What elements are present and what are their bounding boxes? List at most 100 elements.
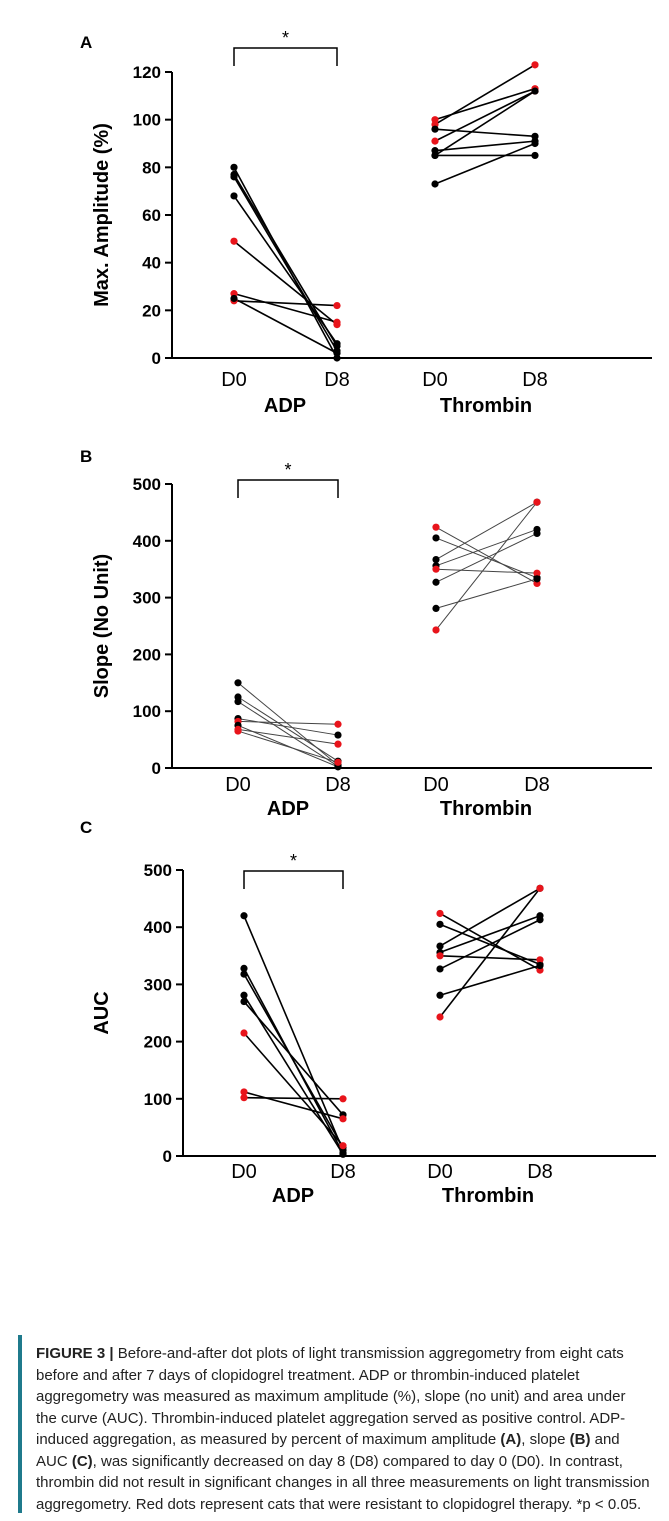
data-point — [431, 125, 439, 133]
series-line — [439, 964, 541, 997]
data-point — [432, 534, 440, 542]
data-point — [531, 151, 539, 160]
data-point — [334, 731, 342, 739]
data-point — [436, 909, 444, 918]
data-point — [339, 1142, 347, 1150]
y-tick-label: 80 — [142, 158, 161, 177]
data-point — [432, 626, 440, 634]
series-line — [439, 919, 541, 970]
data-point — [531, 61, 539, 69]
series-line — [233, 240, 338, 326]
x-tick-label: D0 — [427, 1161, 453, 1183]
x-tick-label: D8 — [324, 369, 350, 391]
data-point — [436, 965, 444, 973]
y-tick-label: 200 — [133, 645, 161, 664]
data-point — [240, 964, 248, 972]
series-line — [237, 728, 339, 745]
data-point — [240, 912, 248, 920]
chart-area: A 0 20 40 60 80 100 120 Max. Amplitude (%) D0 D8 AD… — [80, 28, 656, 1207]
data-point — [436, 1013, 444, 1021]
data-point — [230, 163, 238, 171]
data-point — [533, 575, 541, 583]
data-point — [432, 565, 440, 573]
data-point — [432, 523, 440, 531]
group-label: ADP — [272, 1185, 314, 1207]
series-line — [237, 696, 339, 762]
panel-letter: A — [80, 33, 92, 52]
panel-b: B 0 100 200 300 400 500 Slope (No Unit) D0 D8 ADP D… — [80, 447, 652, 820]
series-line — [237, 682, 339, 766]
data-point — [432, 578, 440, 586]
series-line — [434, 142, 536, 185]
panel-letter: B — [80, 447, 92, 466]
series-line — [439, 912, 541, 971]
data-point — [436, 952, 444, 960]
data-point — [431, 151, 439, 160]
data-point — [531, 139, 539, 148]
series-line — [434, 90, 536, 157]
x-tick-label: D8 — [527, 1161, 553, 1183]
group-label: Thrombin — [440, 798, 532, 820]
series-line — [233, 300, 338, 307]
significance-star: * — [282, 28, 289, 48]
panel-letter: C — [80, 818, 92, 837]
data-point — [339, 1095, 347, 1103]
x-tick-label: D0 — [225, 774, 251, 796]
y-tick-label: 400 — [133, 532, 161, 551]
data-point — [533, 529, 541, 538]
series-line — [233, 195, 338, 345]
y-tick-label: 200 — [144, 1033, 172, 1052]
data-point — [230, 173, 238, 181]
series-line — [435, 501, 538, 631]
series-line — [237, 730, 339, 763]
series-line — [243, 1091, 344, 1120]
data-point — [436, 920, 444, 928]
y-tick-label: 300 — [144, 975, 172, 994]
data-point — [240, 1029, 248, 1037]
x-tick-label: D0 — [221, 369, 247, 391]
caption-ref-b: (B) — [569, 1431, 591, 1448]
y-tick-label: 0 — [163, 1147, 172, 1166]
x-tick-label: D8 — [330, 1161, 356, 1183]
series-line — [439, 915, 541, 954]
y-tick-label: 100 — [133, 702, 161, 721]
series-line — [243, 973, 344, 1148]
data-point — [334, 758, 342, 766]
caption-text-4: , was significantly decreased on day 8 (… — [36, 1452, 650, 1513]
data-point — [333, 301, 341, 310]
x-tick-label: D0 — [422, 369, 448, 391]
series-line — [237, 701, 339, 767]
data-point — [339, 1150, 347, 1158]
y-axis-label: Slope (No Unit) — [91, 554, 113, 698]
caption-text-2: , slope — [521, 1431, 570, 1448]
data-point — [536, 916, 544, 924]
data-point — [240, 991, 248, 999]
significance-bracket — [233, 47, 338, 66]
data-point — [333, 349, 341, 357]
series-line — [434, 90, 536, 142]
series-line — [439, 887, 541, 1018]
y-axis-label: AUC — [91, 991, 113, 1034]
series-line — [243, 915, 344, 1151]
series-line — [434, 140, 536, 152]
y-tick-label: 0 — [152, 759, 161, 778]
series-line — [435, 568, 538, 574]
data-point — [333, 340, 341, 348]
series-line — [243, 1096, 344, 1100]
data-point — [431, 180, 439, 188]
data-point — [230, 294, 238, 303]
y-tick-label: 100 — [144, 1090, 172, 1109]
y-tick-label: 120 — [133, 63, 161, 82]
y-axis-label: Max. Amplitude (%) — [91, 123, 113, 307]
significance-star: * — [290, 851, 297, 871]
x-tick-label: D8 — [524, 774, 550, 796]
data-point — [536, 956, 544, 964]
significance-star: * — [284, 460, 291, 480]
y-tick-label: 20 — [142, 301, 161, 320]
x-tick-label: D8 — [325, 774, 351, 796]
y-tick-label: 400 — [144, 918, 172, 937]
series-line — [237, 720, 339, 725]
caption-text-3: and AUC — [36, 1431, 620, 1470]
